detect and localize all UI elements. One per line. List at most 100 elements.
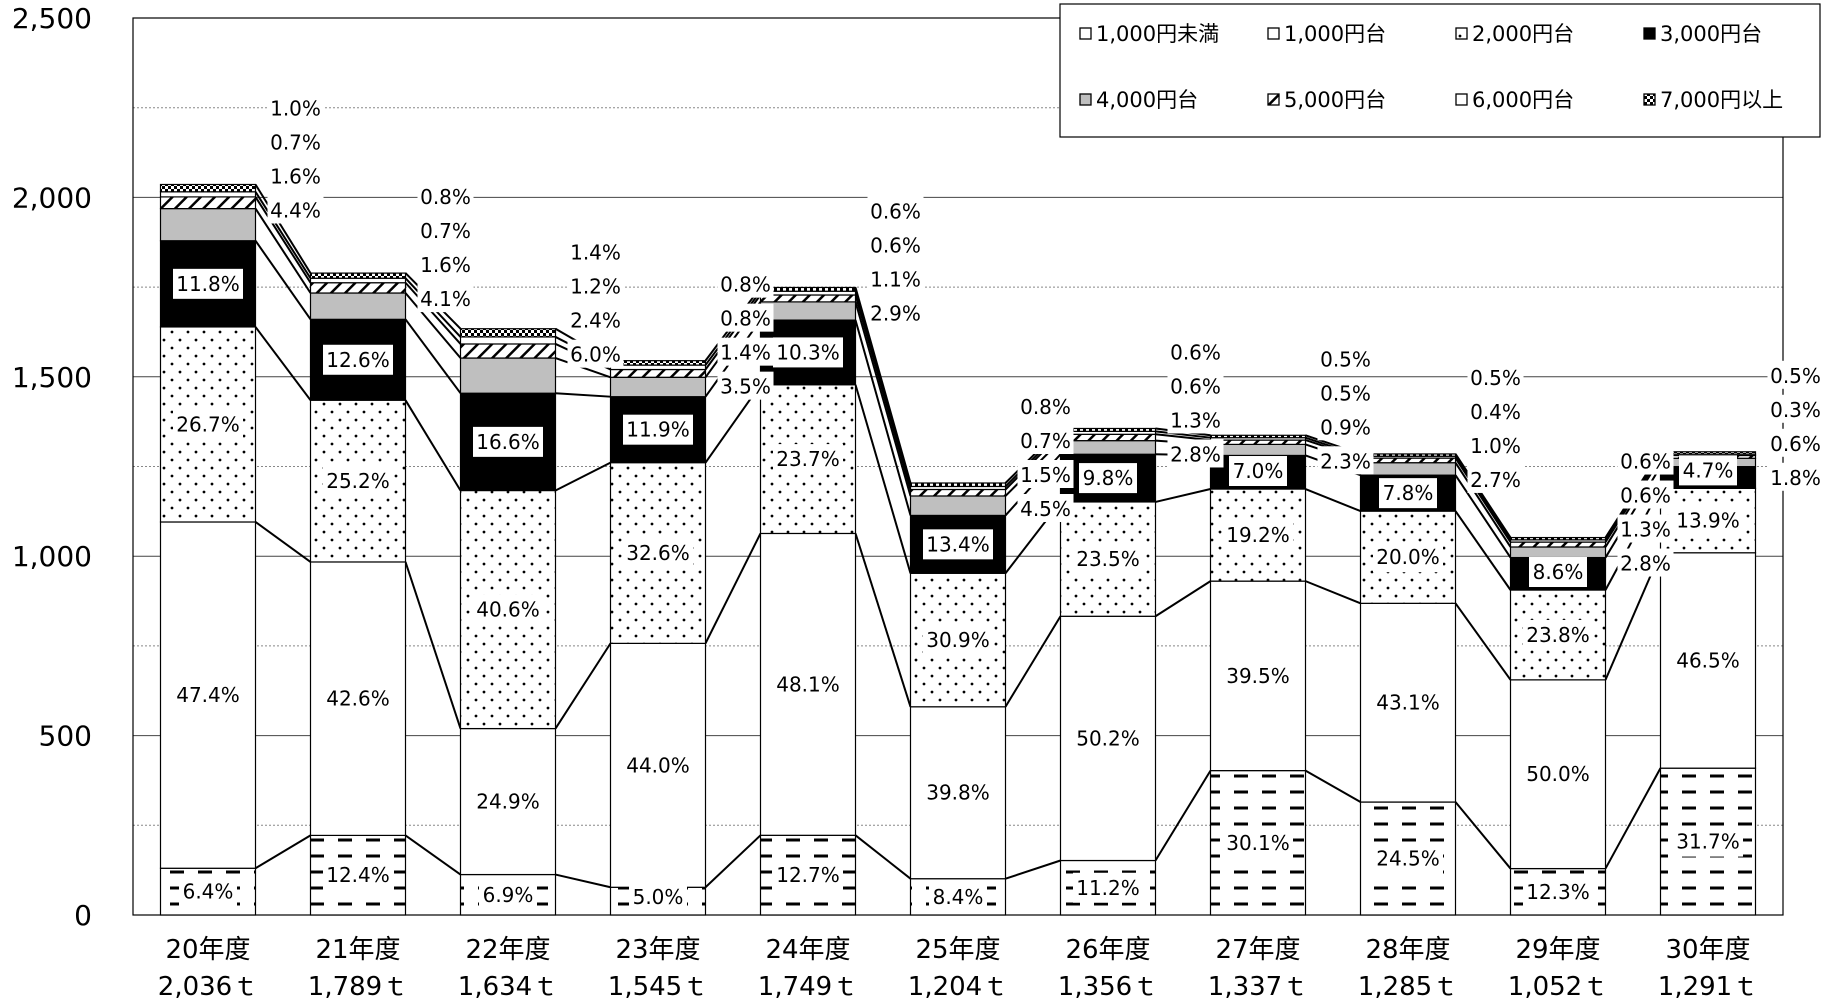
data-label: 43.1%: [1376, 691, 1440, 715]
data-label-bg: [1229, 456, 1287, 487]
data-label: 48.1%: [776, 672, 840, 696]
data-label-bg: [479, 879, 537, 910]
data-label: 1.2%: [570, 275, 621, 299]
data-label-bg: [623, 414, 693, 445]
data-label-bg: [1767, 394, 1824, 423]
legend-label: 7,000円以上: [1660, 88, 1783, 112]
data-label-bg: [323, 683, 393, 714]
bar-segment: [459, 336, 557, 345]
data-label: 1.0%: [1470, 434, 1521, 458]
data-label: 2.9%: [870, 301, 921, 325]
category-label: 24年度: [765, 935, 850, 965]
data-label: 32.6%: [626, 541, 690, 565]
data-label: 5.0%: [633, 885, 684, 909]
bar-segment: [609, 368, 707, 378]
series-line: [1454, 462, 1512, 548]
data-label-bg: [1617, 446, 1674, 475]
data-label-bg: [1223, 660, 1293, 691]
data-label-bg: [1317, 412, 1374, 441]
data-label-bg: [1617, 480, 1674, 509]
data-label: 1.4%: [570, 241, 621, 265]
bar-segment: [159, 183, 257, 193]
series-line: [404, 292, 462, 359]
series-line: [854, 533, 912, 708]
series-line: [1454, 455, 1512, 541]
data-label: 0.6%: [1620, 450, 1671, 474]
y-tick-label: 2,000: [12, 181, 92, 214]
data-label-bg: [267, 93, 324, 122]
bar-segment: [609, 360, 707, 366]
series-line: [1155, 488, 1211, 503]
data-label-bg: [1073, 723, 1143, 754]
data-label-bg: [1373, 687, 1443, 718]
data-label-bg: [1073, 544, 1143, 575]
series-line: [1604, 767, 1662, 870]
bar-segment: [759, 301, 857, 321]
series-line: [1154, 770, 1212, 862]
data-label: 12.7%: [776, 863, 840, 887]
data-label: 0.5%: [1320, 347, 1371, 371]
data-label-bg: [867, 264, 924, 293]
series-line: [404, 399, 462, 492]
series-line: [854, 834, 912, 880]
series-line: [1155, 433, 1211, 442]
category-label: 28年度: [1365, 935, 1450, 965]
bar-segment: [159, 191, 257, 198]
data-label: 0.7%: [270, 130, 321, 154]
data-label-bg: [717, 337, 774, 366]
legend-box: [1059, 3, 1821, 138]
data-label-bg: [417, 284, 474, 313]
data-label-bg: [1167, 439, 1224, 468]
bar-segment: [459, 357, 557, 394]
y-tick-label: 0: [74, 899, 92, 932]
bar-segment: [1209, 439, 1307, 445]
bar-segment: [909, 495, 1007, 517]
series-line: [254, 191, 312, 279]
category-total: 1,285ｔ: [1358, 972, 1458, 1002]
data-label: 4.7%: [1683, 458, 1734, 482]
data-label-bg: [773, 860, 843, 891]
data-label-bg: [1617, 514, 1674, 543]
bar-segment: [1059, 440, 1157, 455]
data-label-bg: [1167, 337, 1224, 366]
data-label-bg: [623, 750, 693, 781]
data-label-bg: [1079, 463, 1137, 494]
data-label: 23.5%: [1076, 547, 1140, 571]
data-label: 6.9%: [483, 883, 534, 907]
data-label: 0.6%: [870, 199, 921, 223]
data-label: 39.8%: [926, 781, 990, 805]
data-label-bg: [179, 876, 237, 907]
data-label: 44.0%: [626, 753, 690, 777]
data-label-bg: [173, 268, 243, 299]
data-label: 0.4%: [1470, 400, 1521, 424]
category-label: 27年度: [1215, 935, 1300, 965]
data-label: 1.5%: [1020, 463, 1071, 487]
data-label: 0.8%: [1020, 395, 1071, 419]
category-label: 20年度: [165, 935, 250, 965]
data-label: 0.6%: [1170, 340, 1221, 364]
data-label-bg: [417, 182, 474, 211]
series-line: [1305, 488, 1361, 513]
data-label: 25.2%: [326, 469, 390, 493]
data-label-bg: [1617, 548, 1674, 577]
bar-segment: [459, 343, 557, 359]
series-line: [1454, 510, 1512, 591]
data-label-bg: [1467, 430, 1524, 459]
data-label: 46.5%: [1676, 648, 1740, 672]
data-label-bg: [867, 196, 924, 225]
legend-label: 1,000円未満: [1096, 22, 1219, 46]
bar-segment: [1359, 457, 1457, 464]
data-label-bg: [1167, 371, 1224, 400]
series-line: [254, 240, 312, 320]
data-label: 50.2%: [1076, 726, 1140, 750]
series-line: [404, 282, 462, 345]
data-label-bg: [473, 594, 543, 625]
series-line: [254, 521, 312, 563]
series-line: [854, 287, 912, 484]
bar-segment: [1509, 536, 1607, 541]
category-total: 1,789ｔ: [308, 972, 408, 1002]
category-total: 1,356ｔ: [1058, 972, 1158, 1002]
data-label: 0.5%: [1470, 366, 1521, 390]
series-line: [1454, 474, 1512, 559]
data-label: 4.1%: [420, 287, 471, 311]
